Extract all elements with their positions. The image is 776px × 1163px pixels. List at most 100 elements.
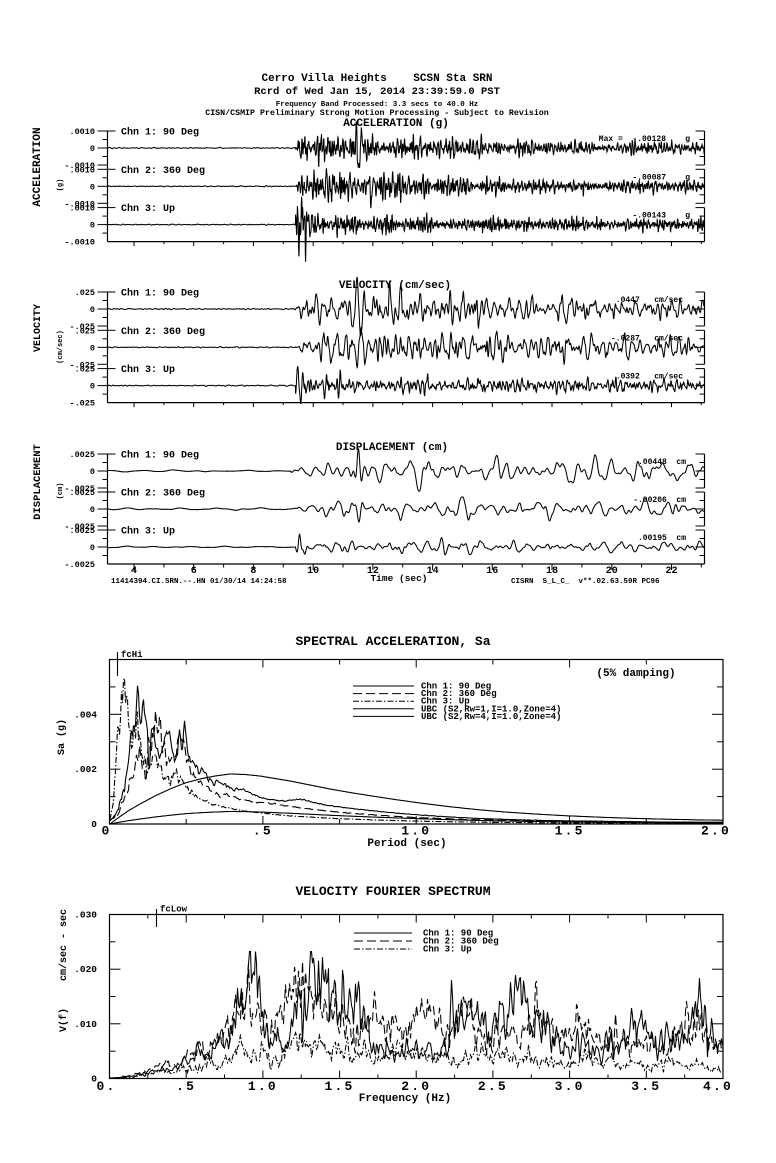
svg-text:Time (sec): Time (sec) bbox=[370, 573, 427, 584]
svg-text:0: 0 bbox=[90, 505, 95, 515]
svg-text:10: 10 bbox=[307, 566, 319, 577]
svg-text:UBC (S2,Rw=1,I=1.0,Zone=4): UBC (S2,Rw=1,I=1.0,Zone=4) bbox=[421, 704, 561, 714]
svg-text:Frequency Band Processed: 3.3: Frequency Band Processed: 3.3 secs to 40… bbox=[276, 101, 479, 109]
svg-text:Chn 1: 90 Deg: Chn 1: 90 Deg bbox=[121, 450, 199, 462]
svg-text:(cm/sec): (cm/sec) bbox=[57, 330, 65, 364]
svg-text:Chn 1: 90 Deg: Chn 1: 90 Deg bbox=[121, 288, 199, 300]
svg-text:-.0010: -.0010 bbox=[64, 238, 95, 248]
svg-text:0: 0 bbox=[90, 305, 95, 315]
svg-text:0: 0 bbox=[90, 221, 95, 231]
svg-text:2.0: 2.0 bbox=[701, 824, 731, 839]
svg-text:Chn 3: Up: Chn 3: Up bbox=[423, 945, 472, 955]
svg-text:Chn 3: Up: Chn 3: Up bbox=[121, 203, 175, 215]
svg-text:Chn 3: Up: Chn 3: Up bbox=[421, 697, 470, 707]
svg-text:.0010: .0010 bbox=[69, 204, 95, 214]
svg-text:SPECTRAL ACCELERATION, Sa: SPECTRAL ACCELERATION, Sa bbox=[295, 634, 490, 649]
svg-text:-.0010: -.0010 bbox=[64, 199, 95, 209]
svg-text:0.: 0. bbox=[96, 1079, 116, 1094]
svg-text:-.00206 cm: -.00206 cm bbox=[633, 496, 686, 505]
svg-text:VELOCITY (cm/sec): VELOCITY (cm/sec) bbox=[339, 280, 451, 292]
svg-text:Chn 2: 360 Deg: Chn 2: 360 Deg bbox=[121, 165, 205, 177]
svg-text:.0010: .0010 bbox=[69, 165, 95, 175]
svg-text:UBC (S2,Rw=4,I=1.0,Zone=4): UBC (S2,Rw=4,I=1.0,Zone=4) bbox=[421, 712, 561, 722]
svg-text:(cm): (cm) bbox=[57, 483, 65, 500]
svg-text:.0025: .0025 bbox=[69, 488, 95, 498]
svg-text:Chn 2: 360 Deg: Chn 2: 360 Deg bbox=[121, 326, 205, 338]
svg-text:.002: .002 bbox=[74, 764, 97, 775]
svg-text:(g): (g) bbox=[57, 179, 65, 192]
svg-text:3.0: 3.0 bbox=[555, 1079, 585, 1094]
svg-text:4: 4 bbox=[131, 566, 137, 577]
svg-text:Chn 3: Up: Chn 3: Up bbox=[121, 364, 175, 376]
svg-text:.004: .004 bbox=[74, 709, 97, 720]
svg-text:V(f): V(f) bbox=[58, 1008, 70, 1032]
svg-text:.0010: .0010 bbox=[69, 127, 95, 137]
svg-text:0: 0 bbox=[91, 819, 97, 830]
svg-text:1.0: 1.0 bbox=[248, 1079, 278, 1094]
svg-text:Chn 2: 360 Deg: Chn 2: 360 Deg bbox=[423, 937, 499, 947]
svg-text:.0447 cm/sec: .0447 cm/sec bbox=[616, 296, 683, 305]
svg-text:fcHi: fcHi bbox=[121, 650, 143, 660]
svg-text:.025: .025 bbox=[75, 326, 95, 336]
svg-text:0: 0 bbox=[90, 467, 95, 477]
svg-text:1.0: 1.0 bbox=[401, 824, 431, 839]
svg-text:VELOCITY FOURIER SPECTRUM: VELOCITY FOURIER SPECTRUM bbox=[295, 884, 490, 899]
svg-text:-.00143 g: -.00143 g bbox=[632, 212, 690, 221]
svg-text:-.0025: -.0025 bbox=[64, 560, 95, 570]
svg-text:2.0: 2.0 bbox=[401, 1079, 431, 1094]
svg-text:Rcrd of Wed Jan 15, 2014 23:39: Rcrd of Wed Jan 15, 2014 23:39:59.0 PST bbox=[254, 86, 500, 98]
svg-text:1.5: 1.5 bbox=[555, 824, 585, 839]
svg-text:-.0025: -.0025 bbox=[64, 522, 95, 532]
svg-text:18: 18 bbox=[546, 566, 558, 577]
svg-text:CISN/CSMIP Preliminary Strong: CISN/CSMIP Preliminary Strong Motion Pro… bbox=[205, 108, 549, 118]
svg-text:Chn 1: 90 Deg: Chn 1: 90 Deg bbox=[421, 682, 491, 692]
svg-text:Max = -.00128 g: Max = -.00128 g bbox=[599, 135, 690, 144]
svg-text:6: 6 bbox=[191, 566, 197, 577]
svg-text:.00448 cm: .00448 cm bbox=[638, 458, 686, 467]
svg-text:.010: .010 bbox=[74, 1019, 97, 1030]
svg-text:3.5: 3.5 bbox=[631, 1079, 661, 1094]
svg-text:22: 22 bbox=[665, 566, 677, 577]
svg-text:11414394.CI.SRN.--.HN 01/30/14: 11414394.CI.SRN.--.HN 01/30/14 14:24:58 bbox=[111, 578, 287, 586]
svg-text:CISRN S_L_C_ v**.02.63.59R P: CISRN S_L_C_ v**.02.63.59R PC96 bbox=[511, 578, 660, 586]
svg-text:.025: .025 bbox=[75, 365, 95, 375]
svg-text:-.0010: -.0010 bbox=[64, 161, 95, 171]
svg-text:-.025: -.025 bbox=[69, 360, 95, 370]
svg-text:0: 0 bbox=[90, 543, 95, 553]
svg-text:20: 20 bbox=[606, 566, 618, 577]
svg-text:0: 0 bbox=[90, 343, 95, 353]
svg-text:-.0025: -.0025 bbox=[64, 484, 95, 494]
svg-text:.0025: .0025 bbox=[69, 526, 95, 536]
svg-text:VELOCITY: VELOCITY bbox=[33, 304, 44, 352]
svg-text:14: 14 bbox=[427, 566, 439, 577]
svg-text:Chn 3: Up: Chn 3: Up bbox=[121, 526, 175, 538]
svg-text:8: 8 bbox=[250, 566, 256, 577]
svg-text:DISPLACEMENT: DISPLACEMENT bbox=[32, 444, 44, 520]
svg-text:.5: .5 bbox=[253, 824, 273, 839]
svg-text:.020: .020 bbox=[74, 964, 97, 975]
svg-text:Cerro Villa Heights SCSN St: Cerro Villa Heights SCSN Sta SRN bbox=[261, 73, 492, 85]
svg-text:0: 0 bbox=[90, 144, 95, 154]
svg-text:ACCELERATION: ACCELERATION bbox=[32, 127, 44, 206]
svg-text:Frequency (Hz): Frequency (Hz) bbox=[359, 1093, 451, 1105]
svg-text:DISPLACEMENT (cm): DISPLACEMENT (cm) bbox=[336, 442, 448, 454]
svg-text:4.0: 4.0 bbox=[703, 1079, 733, 1094]
svg-text:fcLow: fcLow bbox=[160, 905, 188, 915]
svg-text:Chn 1: 90 Deg: Chn 1: 90 Deg bbox=[423, 929, 493, 939]
svg-text:Chn 2: 360 Deg: Chn 2: 360 Deg bbox=[121, 488, 205, 500]
svg-text:cm/sec - sec: cm/sec - sec bbox=[58, 909, 70, 981]
svg-text:2.5: 2.5 bbox=[478, 1079, 508, 1094]
svg-text:0: 0 bbox=[90, 182, 95, 192]
svg-text:-.025: -.025 bbox=[69, 399, 95, 409]
svg-text:.0025: .0025 bbox=[69, 450, 95, 460]
svg-text:-.00087 g: -.00087 g bbox=[632, 173, 690, 182]
svg-text:ACCELERATION (g): ACCELERATION (g) bbox=[343, 118, 449, 130]
svg-text:-.025: -.025 bbox=[69, 322, 95, 332]
svg-text:.030: .030 bbox=[74, 910, 97, 921]
svg-text:0: 0 bbox=[91, 1074, 97, 1085]
svg-text:Chn 2: 360 Deg: Chn 2: 360 Deg bbox=[421, 689, 497, 699]
svg-text:0: 0 bbox=[101, 824, 111, 839]
svg-text:Sa (g): Sa (g) bbox=[56, 719, 68, 755]
svg-text:.025: .025 bbox=[75, 288, 95, 298]
svg-text:1.5: 1.5 bbox=[325, 1079, 355, 1094]
